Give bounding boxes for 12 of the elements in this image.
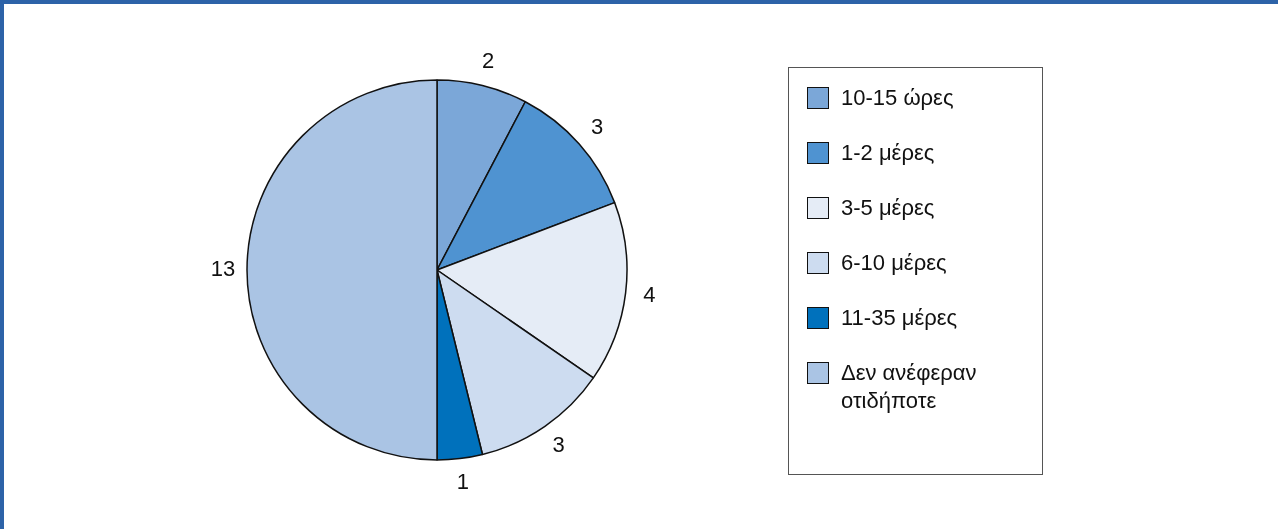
- legend-label: Δεν ανέφεραν οτιδήποτε: [841, 359, 978, 415]
- legend-label: 10-15 ώρες: [841, 84, 954, 112]
- data-label: 1: [456, 468, 469, 494]
- legend-label: 1-2 μέρες: [841, 139, 935, 167]
- data-label: 3: [552, 432, 565, 458]
- data-label: 2: [482, 48, 495, 74]
- legend-label: 6-10 μέρες: [841, 249, 947, 277]
- legend-label: 11-35 μέρες: [841, 304, 958, 332]
- data-label: 4: [643, 281, 656, 307]
- legend-label: 3-5 μέρες: [841, 194, 935, 222]
- data-label: 3: [591, 114, 604, 140]
- data-label: 13: [210, 256, 236, 282]
